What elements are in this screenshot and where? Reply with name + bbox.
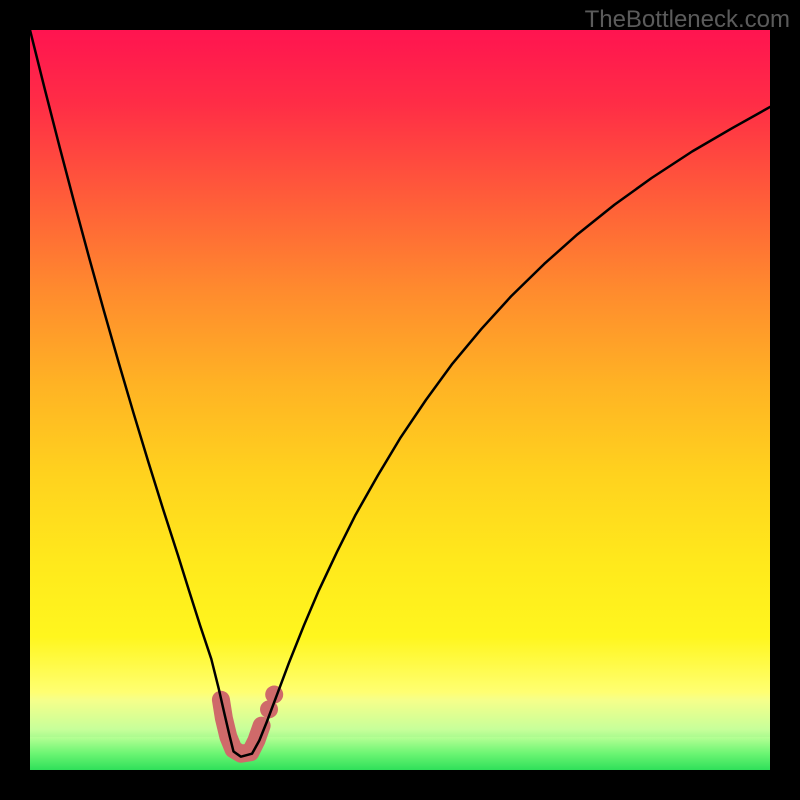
chart-canvas: TheBottleneck.com (0, 0, 800, 800)
frame-border-bottom (0, 770, 800, 800)
frame-border-left (0, 0, 30, 800)
plot-area (30, 30, 770, 770)
frame-border-right (770, 0, 800, 800)
curve-overlay (30, 30, 770, 770)
source-watermark: TheBottleneck.com (585, 6, 790, 34)
bottleneck-curve (30, 30, 770, 757)
